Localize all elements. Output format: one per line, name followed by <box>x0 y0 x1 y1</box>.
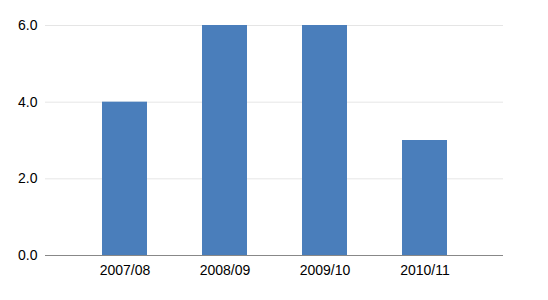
svg-text:6.0: 6.0 <box>18 17 38 33</box>
svg-text:2007/08: 2007/08 <box>100 262 151 278</box>
svg-text:2.0: 2.0 <box>18 170 38 186</box>
svg-text:2008/09: 2008/09 <box>200 262 251 278</box>
svg-text:0.0: 0.0 <box>18 247 38 263</box>
svg-text:2009/10: 2009/10 <box>300 262 351 278</box>
svg-text:4.0: 4.0 <box>18 94 38 110</box>
svg-text:2010/11: 2010/11 <box>400 262 450 278</box>
